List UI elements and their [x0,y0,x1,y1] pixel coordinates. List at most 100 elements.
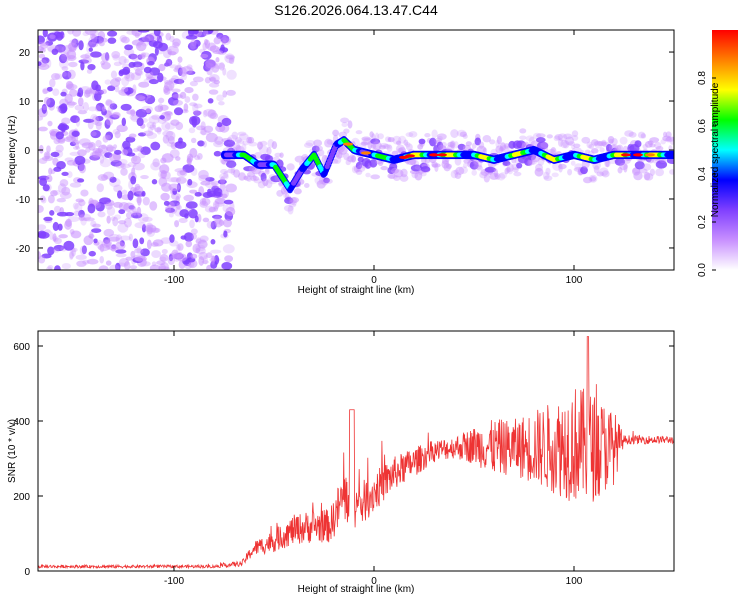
noise-speckle [70,230,82,239]
noise-speckle [77,87,84,98]
noise-speckle [181,66,193,75]
noise-speckle [170,119,180,126]
noise-speckle [82,31,90,37]
noise-speckle [104,52,110,61]
signal-halo [584,149,591,154]
signal-halo [377,133,384,140]
signal-halo [455,166,465,175]
noise-speckle [222,218,233,228]
signal-halo [604,159,611,168]
noise-speckle [150,161,161,171]
noise-speckle [73,145,81,150]
noise-speckle [88,141,96,151]
noise-speckle [90,114,98,123]
signal-halo [649,143,656,148]
noise-speckle [159,164,170,174]
noise-speckle [207,98,214,104]
noise-speckle [38,126,48,132]
signal-halo [231,131,239,140]
signal-halo [567,168,573,176]
signal-blob [655,160,668,169]
noise-speckle [113,184,123,193]
noise-speckle [135,70,144,76]
noise-speckle [204,76,211,84]
noise-speckle [158,263,166,270]
signal-halo [238,172,246,181]
noise-speckle [191,233,198,240]
spectrogram-x-tick-label: -100 [164,275,184,286]
noise-speckle [77,149,87,157]
noise-speckle [202,217,210,223]
noise-speckle [118,209,126,215]
noise-speckle [179,67,187,77]
noise-speckle [146,239,152,250]
noise-speckle [125,256,133,261]
noise-speckle [206,42,217,51]
signal-halo [655,168,665,177]
noise-speckle [125,211,133,219]
signal-halo [288,200,297,205]
signal-blob [420,166,431,173]
noise-speckle [169,35,175,43]
noise-speckle [213,215,222,225]
signal-halo [233,169,241,178]
signal-blob [484,166,497,173]
noise-speckle [192,102,199,113]
noise-speckle [100,60,105,66]
noise-speckle [59,179,69,187]
noise-speckle [112,128,120,135]
noise-speckle [103,171,115,180]
signal-halo [586,141,593,149]
noise-speckle [170,176,182,183]
noise-speckle [128,205,135,210]
signal-blob [535,137,546,143]
noise-speckle [42,88,48,95]
noise-speckle [53,248,60,253]
noise-speckle [220,34,230,44]
noise-speckle [137,132,147,137]
noise-speckle [228,56,235,61]
noise-speckle [204,205,215,213]
noise-speckle [90,131,97,137]
noise-speckle [148,115,160,124]
noise-speckle [165,58,173,67]
noise-speckle [118,158,128,165]
noise-speckle [107,37,117,44]
noise-speckle [178,137,183,144]
signal-halo [313,139,323,147]
signal-halo [398,135,407,144]
noise-speckle [201,198,207,205]
ridge-peak [361,151,371,155]
noise-speckle [79,213,91,221]
signal-halo [554,133,564,140]
signal-halo [378,145,386,150]
signal-halo [596,171,604,177]
noise-speckle [75,198,85,203]
signal-halo [315,145,323,152]
noise-speckle [218,62,225,71]
signal-halo [665,137,673,143]
noise-speckle [198,256,205,266]
noise-speckle [143,66,152,74]
noise-speckle [195,247,206,255]
snr-series-line [38,336,674,570]
noise-speckle [142,196,150,206]
noise-speckle [200,180,211,186]
signal-halo [497,173,506,181]
noise-speckle [139,261,151,267]
noise-speckle [66,49,77,60]
signal-halo [458,166,468,174]
noise-speckle [119,240,125,247]
noise-speckle [69,251,74,260]
noise-speckle [165,130,176,141]
noise-speckle [174,168,186,173]
signal-halo [232,143,241,151]
noise-speckle [116,124,128,133]
noise-speckle [60,51,70,57]
noise-speckle [94,105,101,112]
noise-speckle [151,250,161,259]
noise-speckle [41,57,50,64]
signal-halo [482,135,492,143]
noise-speckle [72,202,79,210]
signal-halo [289,196,300,204]
